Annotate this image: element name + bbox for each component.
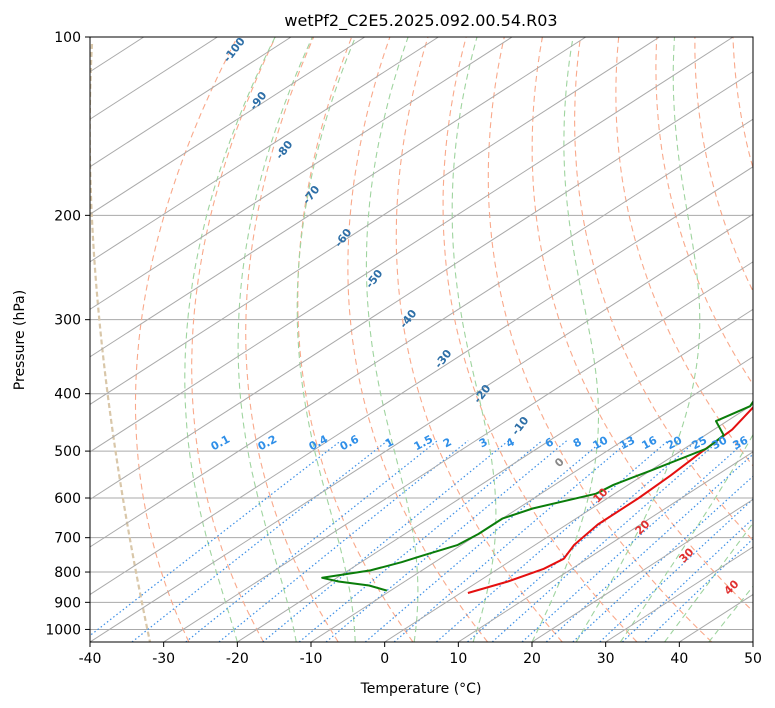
moist-adiabat-line — [237, 37, 313, 642]
plot-area — [90, 37, 753, 642]
mixing-ratio-line — [572, 475, 753, 642]
mixing-ratio-label: 25 — [690, 434, 710, 453]
dry-adiabat-line — [395, 37, 563, 642]
mixing-ratio-line — [262, 440, 510, 642]
mixing-ratio-label: 20 — [665, 433, 685, 452]
grid-lines — [90, 37, 753, 630]
moist-adiabat-line — [708, 585, 753, 642]
moist-adiabat-line — [531, 37, 600, 642]
y-tick-label: 100 — [54, 30, 81, 46]
skewed-isotherm-line — [90, 37, 439, 263]
temperature-profile-line — [467, 405, 753, 594]
y-tick-label: 200 — [54, 208, 81, 224]
skewed-isotherm-line — [163, 261, 753, 642]
x-tick-label: 20 — [523, 651, 541, 667]
mixing-ratio-line — [325, 440, 568, 642]
dry-adiabat-line — [574, 37, 753, 542]
moist-adiabat-line — [365, 37, 419, 642]
y-tick-label: 1000 — [45, 622, 81, 638]
x-tick-label: -20 — [226, 651, 249, 667]
dry-adiabat-line — [191, 37, 276, 642]
moist-adiabat-line — [296, 37, 356, 642]
mixing-ratio-line — [218, 440, 469, 642]
y-tick-label: 400 — [54, 387, 81, 403]
y-axis-title: Pressure (hPa) — [12, 290, 28, 390]
skewed-isotherm-line — [90, 166, 753, 596]
dry-adiabat-line — [487, 37, 713, 642]
chart-title: wetPf2_C2E5.2025.092.00.54.R03 — [284, 11, 557, 31]
skewed-isotherm-line — [384, 403, 753, 642]
mixing-ratio-line — [90, 440, 342, 637]
skewed-isotherms — [90, 37, 753, 642]
x-tick-label: 50 — [744, 651, 762, 667]
moist-adiabat-line — [619, 433, 753, 642]
x-tick-label: -40 — [79, 651, 102, 667]
moist-adiabat-line — [575, 37, 701, 642]
moist-adiabat-line — [664, 522, 753, 642]
skewed-isotherm-line — [310, 356, 753, 642]
mixing-ratio-label: 30 — [710, 433, 730, 452]
y-tick-label: 600 — [54, 491, 81, 507]
dry-adiabat-line — [694, 37, 753, 293]
x-tick-label: -10 — [300, 651, 323, 667]
dry-adiabat-line — [442, 37, 638, 642]
skewed-isotherm-line — [90, 37, 660, 405]
dry-adiabat-line — [531, 37, 753, 613]
moist-adiabat-line — [184, 37, 276, 642]
dry-adiabat-line — [615, 37, 753, 467]
y-tick-label: 300 — [54, 313, 81, 329]
mixing-ratio-line — [545, 453, 753, 642]
x-tick-label: 40 — [670, 651, 688, 667]
mixing-ratio-label: 13 — [618, 434, 638, 453]
dry-adiabat-line — [245, 37, 339, 642]
mixing-ratio-line — [436, 440, 669, 642]
axis-ticks: -40 -30 -20 -10 0 10 20 30 40 50 100 200 300 400 500 60… — [45, 30, 762, 667]
plot-frame — [89, 36, 754, 643]
dry-adiabat-line — [297, 37, 414, 642]
y-tick-label: 700 — [54, 531, 81, 547]
x-axis-title: Temperature (°C) — [360, 681, 482, 697]
skewed-isotherm-line — [237, 308, 753, 642]
skewed-isotherm-line — [90, 37, 366, 215]
dry-adiabat-line — [134, 37, 238, 642]
skewed-isotherm-line — [531, 498, 753, 642]
x-tick-label: -30 — [152, 651, 175, 667]
y-tick-label: 900 — [54, 595, 81, 611]
skewed-isotherm-line — [90, 37, 587, 358]
skewed-isotherm-line — [90, 37, 734, 453]
y-tick-label: 500 — [54, 444, 81, 460]
mixing-ratio-line — [364, 440, 604, 642]
mixing-ratio-label: 10 — [591, 433, 611, 452]
mixing-ratio-line — [491, 440, 720, 642]
skewed-isotherm-line — [90, 37, 513, 310]
skewed-isotherm-line — [90, 71, 753, 501]
skewed-isotherm-line — [90, 118, 753, 548]
mixing-ratio-label: 36 — [731, 433, 751, 452]
x-tick-label: 30 — [597, 651, 615, 667]
skewed-isotherm-line — [458, 451, 753, 642]
mixing-ratio-label: 16 — [640, 433, 660, 452]
mixing-ratio-line — [521, 440, 747, 642]
y-tick-label: 800 — [54, 565, 81, 581]
skewed-isotherm-line — [90, 37, 292, 168]
skewed-isotherm-line — [90, 213, 753, 642]
x-tick-label: 0 — [380, 651, 389, 667]
dewpoint-profile-line — [321, 400, 753, 592]
frame-arc — [90, 43, 152, 642]
profile-series — [321, 400, 753, 594]
mixing-ratio-line — [467, 440, 697, 642]
dry-adiabat-line — [655, 37, 753, 386]
x-tick-label: 10 — [449, 651, 467, 667]
